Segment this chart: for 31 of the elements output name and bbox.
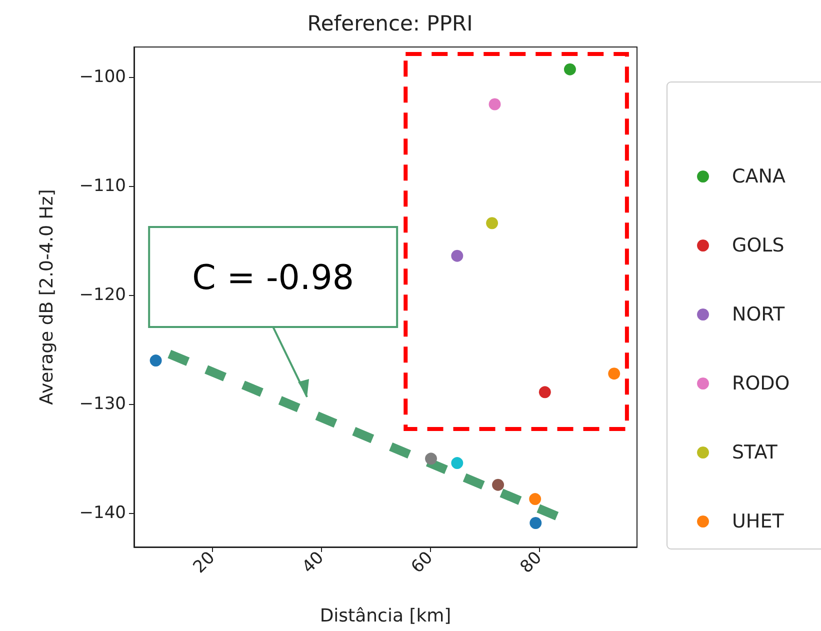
x-axis-title: Distância [km] <box>320 606 452 626</box>
point <box>451 457 464 470</box>
annotation: C = -0.98 <box>192 258 354 298</box>
y-axis-title: Average dB [2.0-4.0 Hz] <box>36 189 58 405</box>
x-tick-label: 60 <box>408 548 437 578</box>
point <box>486 217 498 230</box>
x-tick-label: 20 <box>190 548 219 578</box>
x-tick-label: 80 <box>516 548 546 578</box>
point <box>538 386 551 398</box>
y-tick-label: −110 <box>79 176 126 196</box>
legend-label: CANA <box>732 166 786 188</box>
x-tick-label: 40 <box>298 548 328 578</box>
y-tick-label: −130 <box>79 394 126 414</box>
chart-title: Reference: PPRI <box>307 12 473 36</box>
y-tick-label: −100 <box>79 66 126 87</box>
point <box>451 250 464 262</box>
legend-label: STAT <box>732 442 778 464</box>
point <box>564 63 576 76</box>
point <box>530 517 542 530</box>
point <box>608 368 620 380</box>
y-tick-label: −120 <box>79 285 126 306</box>
point <box>488 98 501 110</box>
legend-label: RODO <box>732 372 790 394</box>
point <box>150 354 162 367</box>
point <box>492 478 504 491</box>
point <box>425 452 438 465</box>
legend-label: GOLS <box>732 234 784 256</box>
y-tick-label: −140 <box>79 503 126 524</box>
legend-label: NORT <box>732 304 785 326</box>
legend-label: UHET <box>732 510 784 532</box>
point <box>529 493 542 506</box>
